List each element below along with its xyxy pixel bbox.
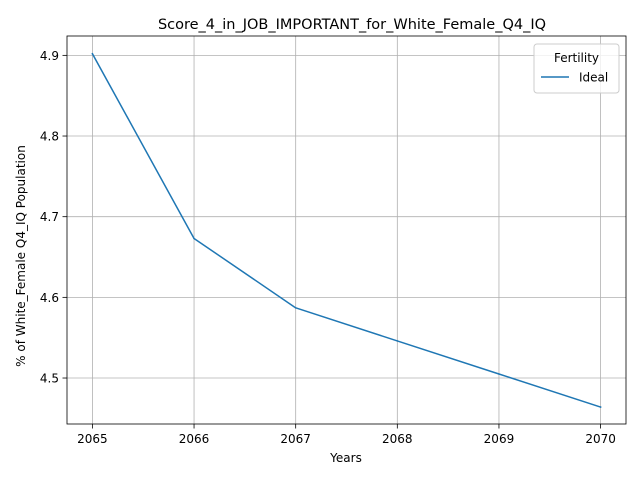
grid (67, 36, 626, 424)
x-tick-label: 2066 (179, 432, 210, 446)
y-tick-label: 4.6 (40, 291, 59, 305)
x-tick-label: 2065 (77, 432, 108, 446)
data-point (91, 52, 94, 55)
x-axis-label: Years (329, 451, 362, 465)
data-point (498, 373, 500, 375)
y-tick-label: 4.9 (40, 49, 59, 63)
x-tick-label: 2069 (484, 432, 515, 446)
y-tick-label: 4.8 (40, 130, 59, 144)
y-tick-label: 4.7 (40, 210, 59, 224)
y-axis-ticks: 4.5 4.6 4.7 4.8 4.9 (40, 49, 67, 386)
x-tick-label: 2070 (585, 432, 616, 446)
legend-box (533, 43, 620, 94)
y-tick-label: 4.5 (40, 372, 59, 386)
legend-entry-ideal: Ideal (579, 71, 608, 85)
y-axis-label: % of White_Female Q4_IQ Population (14, 145, 28, 367)
series-line-ideal (91, 52, 602, 409)
chart-title: Score_4_in_JOB_IMPORTANT_for_White_Femal… (158, 17, 546, 33)
legend-title: Fertility (554, 51, 599, 65)
x-tick-label: 2068 (382, 432, 413, 446)
plot-area-frame (66, 35, 627, 425)
x-tick-label: 2067 (280, 432, 311, 446)
legend: Fertility Ideal (533, 43, 620, 94)
data-point (294, 307, 297, 309)
series-layer (91, 52, 602, 409)
x-axis-ticks: 2065 2066 2067 2068 2069 2070 (77, 424, 616, 446)
data-point (193, 237, 195, 240)
data-point (396, 340, 399, 342)
data-point (599, 406, 602, 408)
